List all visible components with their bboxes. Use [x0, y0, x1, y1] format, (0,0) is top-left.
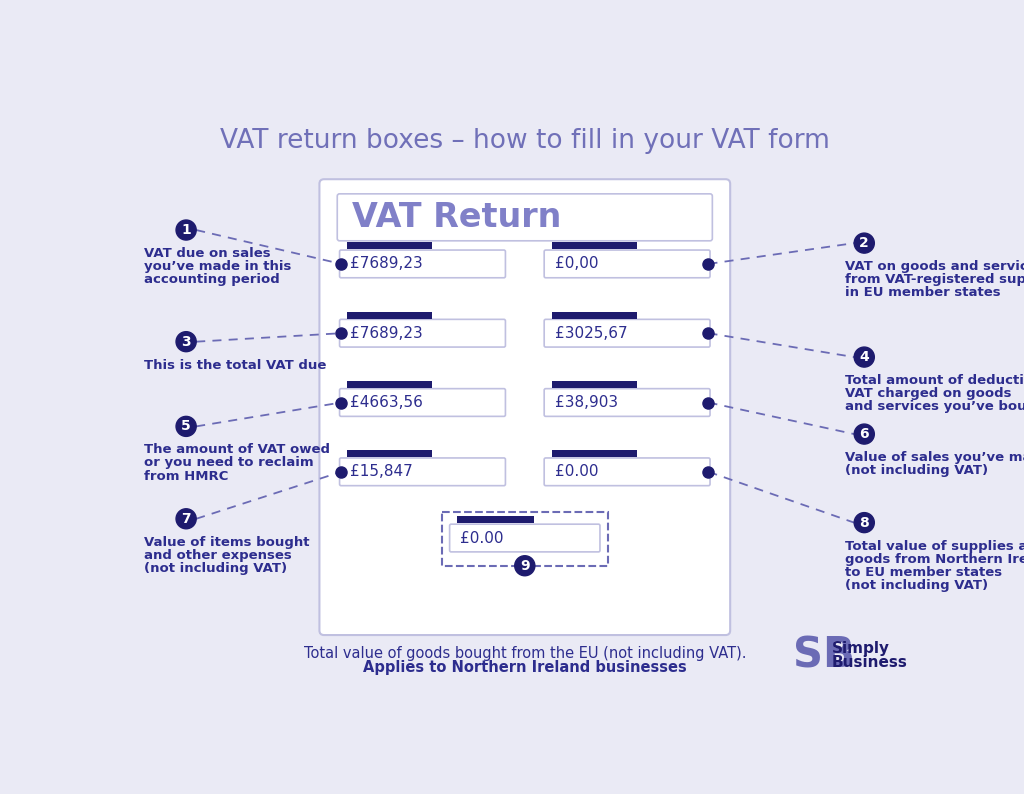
- Text: from HMRC: from HMRC: [143, 469, 228, 483]
- Text: VAT due on sales: VAT due on sales: [143, 247, 270, 260]
- FancyBboxPatch shape: [340, 319, 506, 347]
- Text: SB: SB: [793, 635, 855, 676]
- Text: 2: 2: [859, 236, 869, 250]
- Text: (not including VAT): (not including VAT): [143, 562, 287, 575]
- Bar: [552, 312, 637, 318]
- Text: or you need to reclaim: or you need to reclaim: [143, 457, 313, 469]
- Text: Total amount of deductible: Total amount of deductible: [845, 374, 1024, 387]
- Circle shape: [515, 556, 535, 576]
- FancyBboxPatch shape: [319, 179, 730, 635]
- Text: (not including VAT): (not including VAT): [845, 579, 988, 592]
- Circle shape: [854, 513, 874, 533]
- Text: 8: 8: [859, 515, 869, 530]
- FancyBboxPatch shape: [340, 388, 506, 416]
- Text: £38,903: £38,903: [555, 395, 618, 410]
- Text: £7689,23: £7689,23: [350, 326, 423, 341]
- Text: (not including VAT): (not including VAT): [845, 464, 988, 477]
- Text: This is the total VAT due: This is the total VAT due: [143, 359, 326, 372]
- Text: The amount of VAT owed: The amount of VAT owed: [143, 443, 330, 457]
- Text: goods from Northern Ireland: goods from Northern Ireland: [845, 553, 1024, 565]
- Bar: [347, 312, 432, 318]
- Text: 6: 6: [859, 427, 869, 441]
- Text: Total value of goods bought from the EU (not including VAT).: Total value of goods bought from the EU …: [303, 646, 746, 661]
- Text: Total value of supplies and: Total value of supplies and: [845, 540, 1024, 553]
- FancyBboxPatch shape: [544, 319, 710, 347]
- FancyBboxPatch shape: [544, 250, 710, 278]
- Text: 4: 4: [859, 350, 869, 364]
- FancyBboxPatch shape: [337, 194, 713, 241]
- Text: 7: 7: [181, 512, 190, 526]
- Text: 1: 1: [181, 223, 191, 237]
- Text: Value of items bought: Value of items bought: [143, 536, 309, 549]
- Circle shape: [176, 416, 197, 437]
- Text: £3025,67: £3025,67: [555, 326, 628, 341]
- Bar: [458, 516, 534, 523]
- Text: £4663,56: £4663,56: [350, 395, 423, 410]
- Bar: [552, 450, 637, 457]
- Text: 5: 5: [181, 419, 191, 434]
- Text: £0,00: £0,00: [555, 256, 598, 272]
- Circle shape: [854, 347, 874, 367]
- Text: Business: Business: [831, 655, 907, 670]
- Text: 3: 3: [181, 335, 190, 349]
- Text: VAT charged on goods: VAT charged on goods: [845, 387, 1012, 400]
- Bar: [347, 381, 432, 388]
- Text: in EU member states: in EU member states: [845, 287, 1000, 299]
- Text: accounting period: accounting period: [143, 273, 280, 286]
- Bar: [442, 512, 607, 566]
- Circle shape: [854, 233, 874, 253]
- Text: you’ve made in this: you’ve made in this: [143, 260, 291, 273]
- Circle shape: [176, 220, 197, 240]
- Text: VAT return boxes – how to fill in your VAT form: VAT return boxes – how to fill in your V…: [220, 129, 829, 155]
- Text: £7689,23: £7689,23: [350, 256, 423, 272]
- Text: £0.00: £0.00: [555, 464, 598, 480]
- Text: Value of sales you’ve made: Value of sales you’ve made: [845, 451, 1024, 464]
- Text: Applies to Northern Ireland businesses: Applies to Northern Ireland businesses: [362, 660, 687, 675]
- Circle shape: [176, 332, 197, 352]
- Text: and services you’ve bought: and services you’ve bought: [845, 400, 1024, 413]
- Bar: [552, 381, 637, 388]
- Bar: [347, 450, 432, 457]
- Text: £15,847: £15,847: [350, 464, 413, 480]
- FancyBboxPatch shape: [450, 524, 600, 552]
- Text: 9: 9: [520, 559, 529, 572]
- Circle shape: [854, 424, 874, 444]
- Text: and other expenses: and other expenses: [143, 549, 291, 562]
- Circle shape: [176, 509, 197, 529]
- Bar: [552, 242, 637, 249]
- FancyBboxPatch shape: [340, 458, 506, 486]
- FancyBboxPatch shape: [544, 388, 710, 416]
- Text: VAT Return: VAT Return: [352, 201, 561, 233]
- Text: VAT on goods and services: VAT on goods and services: [845, 260, 1024, 273]
- Bar: [347, 242, 432, 249]
- Text: Simply: Simply: [831, 642, 890, 657]
- Text: £0.00: £0.00: [461, 530, 504, 545]
- Text: to EU member states: to EU member states: [845, 566, 1002, 579]
- Text: from VAT-registered suppliers: from VAT-registered suppliers: [845, 273, 1024, 286]
- FancyBboxPatch shape: [340, 250, 506, 278]
- FancyBboxPatch shape: [544, 458, 710, 486]
